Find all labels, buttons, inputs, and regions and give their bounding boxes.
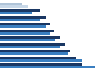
Bar [0, 52, 68, 55]
Bar [0, 2, 22, 5]
Bar [0, 66, 95, 69]
Bar [0, 12, 32, 14]
Bar [0, 46, 60, 48]
Bar [0, 16, 46, 19]
Bar [0, 63, 82, 66]
Bar [0, 30, 54, 32]
Bar [0, 5, 28, 8]
Bar [0, 9, 40, 12]
Bar [0, 57, 76, 59]
Bar [0, 19, 40, 21]
Bar [0, 50, 70, 52]
Bar [0, 23, 50, 25]
Bar [0, 43, 65, 46]
Bar [0, 39, 55, 41]
Bar [0, 32, 50, 35]
Bar [0, 36, 60, 39]
Bar [0, 59, 82, 62]
Bar [0, 25, 46, 28]
